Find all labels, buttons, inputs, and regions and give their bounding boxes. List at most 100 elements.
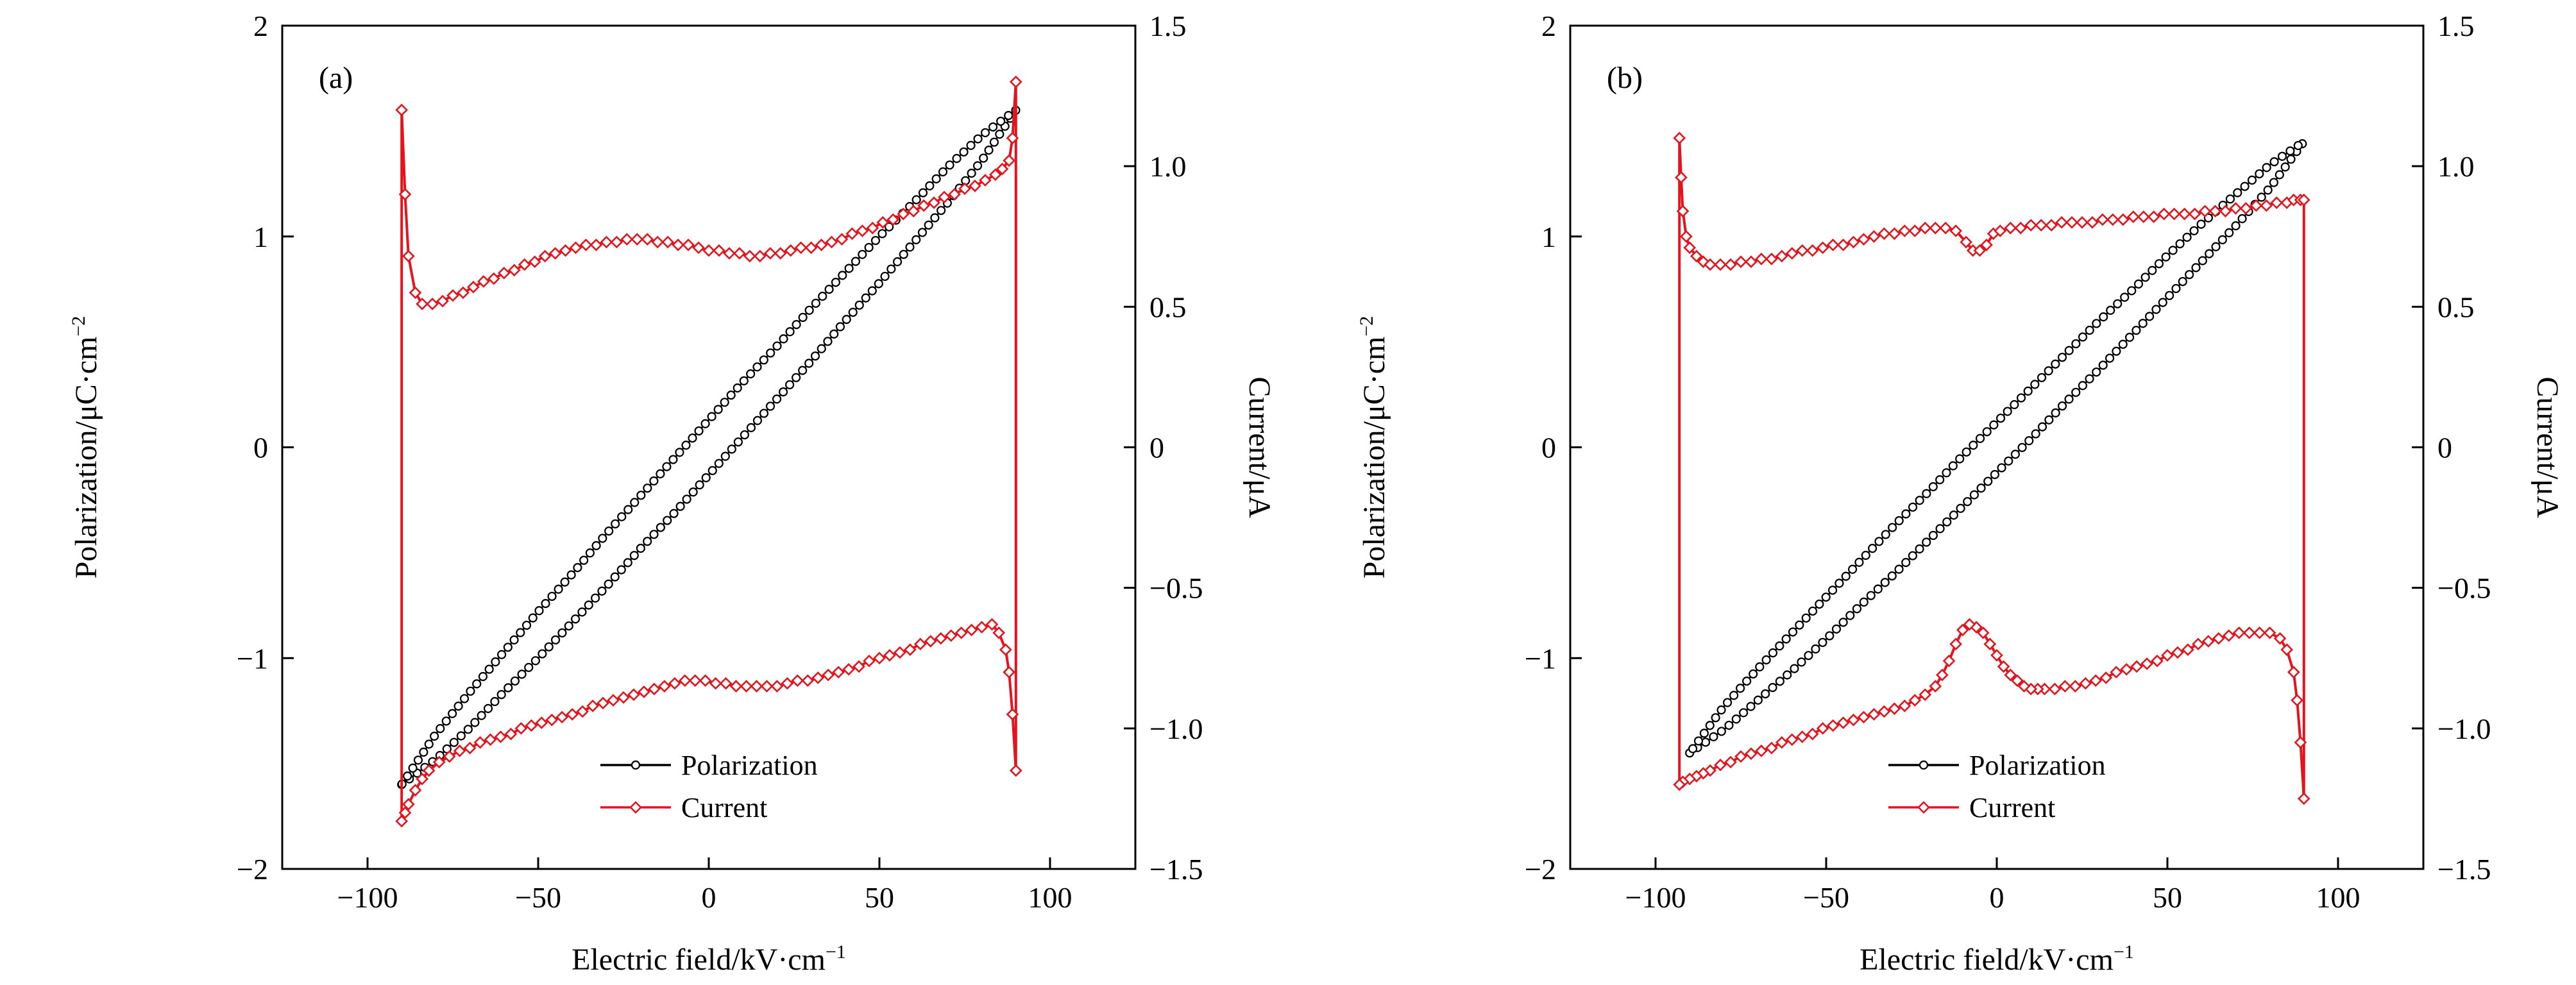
y-left-tick-label: −1 — [237, 642, 268, 675]
y-left-axis-title: Polarization/μC·cm−2 — [68, 316, 103, 579]
legend: Polarization Current — [600, 750, 818, 823]
circle-marker-icon — [733, 437, 743, 447]
circle-marker-icon — [2098, 360, 2108, 370]
circle-marker-icon — [798, 366, 808, 375]
circle-marker-icon — [1693, 736, 1704, 746]
circle-marker-icon — [477, 711, 486, 720]
circle-marker-icon — [972, 161, 983, 171]
circle-marker-icon — [636, 543, 645, 553]
circle-marker-icon — [524, 662, 534, 672]
circle-marker-icon — [2112, 346, 2121, 356]
diamond-marker-icon — [620, 233, 634, 246]
circle-marker-icon — [1831, 624, 1842, 634]
circle-marker-icon — [1825, 631, 1835, 641]
circle-marker-icon — [604, 526, 614, 536]
y-right-tick-label: −0.5 — [1149, 572, 1203, 605]
diamond-marker-icon — [985, 618, 999, 631]
diamond-marker-icon — [2297, 792, 2310, 805]
diamond-marker-icon — [845, 227, 859, 240]
diamond-marker-icon — [1775, 249, 1788, 263]
circle-marker-icon — [2189, 226, 2199, 235]
diamond-marker-icon — [2004, 668, 2017, 682]
circle-marker-icon — [2168, 246, 2178, 255]
circle-marker-icon — [2085, 374, 2094, 383]
diamond-marker-icon — [914, 637, 927, 651]
diamond-marker-icon — [422, 764, 436, 777]
diamond-marker-icon — [658, 680, 671, 693]
circle-marker-icon — [1801, 613, 1811, 623]
diamond-marker-icon — [1673, 778, 1686, 791]
circle-marker-icon — [636, 491, 646, 500]
circle-marker-icon — [759, 408, 769, 418]
circle-marker-icon — [2231, 221, 2241, 231]
legend-label: Current — [1969, 792, 2055, 823]
diamond-marker-icon — [832, 666, 845, 679]
diamond-marker-icon — [1949, 224, 1962, 237]
diamond-marker-icon — [822, 668, 835, 682]
circle-marker-icon — [811, 298, 821, 308]
circle-marker-icon — [2003, 407, 2012, 416]
legend: Polarization Current — [1888, 750, 2106, 823]
diamond-marker-icon — [2069, 680, 2082, 693]
circle-marker-icon — [459, 694, 470, 703]
diamond-marker-icon — [2242, 626, 2256, 639]
diamond-marker-icon — [432, 755, 446, 769]
y-left-tick-label: 0 — [253, 432, 268, 464]
circle-marker-icon — [713, 405, 723, 414]
diamond-marker-icon — [2270, 196, 2284, 209]
circle-marker-icon — [1866, 591, 1876, 600]
diamond-marker-icon — [672, 239, 684, 251]
circle-marker-icon — [430, 731, 439, 741]
circle-marker-icon — [2293, 140, 2303, 151]
diamond-marker-icon — [2079, 677, 2092, 690]
diamond-marker-icon — [1836, 239, 1850, 251]
diamond-marker-icon — [2035, 219, 2047, 232]
diamond-marker-icon — [1857, 711, 1870, 724]
diamond-marker-icon — [811, 671, 825, 684]
x-tick-label: 50 — [865, 881, 894, 914]
x-axis-title: Electric field/kV·cm−1 — [572, 941, 846, 977]
diamond-marker-icon — [1806, 244, 1819, 257]
circle-marker-icon — [688, 487, 698, 497]
diamond-marker-icon — [999, 643, 1012, 656]
x-tick-label: 50 — [2153, 881, 2182, 914]
axes: −100 −50 0 50 100 −2 −1 0 1 2 −1.5 −1.0 −0.5 0 0.5 1.0 1… — [68, 10, 1276, 977]
diamond-marker-icon — [1917, 801, 1930, 814]
circle-marker-icon — [952, 154, 962, 164]
y-right-tick-label: −0.5 — [2437, 572, 2491, 605]
diamond-marker-icon — [2011, 674, 2024, 687]
diamond-marker-icon — [1826, 719, 1840, 732]
circle-marker-icon — [2269, 178, 2279, 187]
circle-marker-icon — [1901, 509, 1911, 519]
circle-marker-icon — [930, 213, 940, 223]
circle-marker-icon — [496, 690, 506, 700]
circle-marker-icon — [959, 147, 969, 157]
circle-marker-icon — [1847, 564, 1858, 574]
circle-marker-icon — [2092, 319, 2101, 328]
circle-marker-icon — [1768, 648, 1778, 658]
circle-marker-icon — [831, 278, 841, 287]
circle-marker-icon — [911, 235, 921, 244]
circle-marker-icon — [905, 242, 915, 252]
circle-marker-icon — [2099, 312, 2108, 322]
diamond-marker-icon — [2198, 205, 2212, 218]
circle-marker-icon — [1962, 447, 1971, 457]
circle-marker-icon — [1804, 651, 1813, 661]
circle-marker-icon — [2237, 214, 2247, 224]
diamond-marker-icon — [1997, 660, 2010, 673]
diamond-marker-icon — [1775, 736, 1788, 749]
y-right-tick-label: 1.5 — [2437, 10, 2475, 42]
panel-label: (a) — [319, 61, 353, 95]
circle-marker-icon — [2198, 256, 2207, 265]
diamond-marker-icon — [760, 680, 774, 693]
diamond-marker-icon — [1994, 224, 2007, 237]
circle-marker-icon — [785, 380, 795, 390]
circle-marker-icon — [2158, 298, 2167, 307]
circle-marker-icon — [484, 664, 494, 674]
diamond-marker-icon — [2106, 213, 2119, 226]
diamond-marker-icon — [743, 249, 756, 263]
circle-marker-icon — [707, 412, 716, 421]
circle-marker-icon — [829, 329, 839, 339]
diamond-marker-icon — [2287, 666, 2300, 679]
circle-marker-icon — [886, 264, 896, 274]
